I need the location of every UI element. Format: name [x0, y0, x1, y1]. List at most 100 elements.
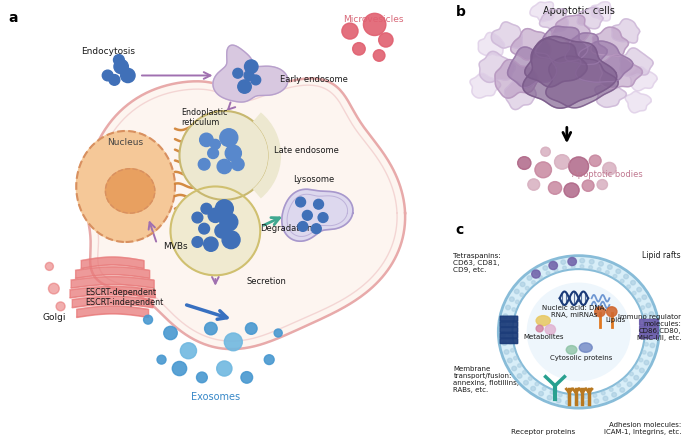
Text: Metabolites: Metabolites: [523, 334, 564, 340]
Text: Golgi: Golgi: [42, 313, 66, 322]
Circle shape: [302, 210, 312, 220]
Circle shape: [238, 80, 251, 93]
Circle shape: [502, 341, 507, 345]
Polygon shape: [625, 91, 651, 113]
Circle shape: [637, 287, 642, 292]
Ellipse shape: [76, 131, 175, 242]
Circle shape: [582, 180, 594, 191]
Text: Receptor proteins: Receptor proteins: [511, 429, 575, 435]
Text: Apoptotic bodies: Apoptotic bodies: [572, 170, 643, 179]
Circle shape: [532, 281, 536, 284]
Circle shape: [314, 199, 323, 209]
Circle shape: [244, 71, 254, 80]
Circle shape: [637, 298, 641, 302]
Circle shape: [251, 75, 261, 85]
Circle shape: [597, 268, 601, 271]
Circle shape: [506, 305, 510, 310]
Circle shape: [509, 341, 512, 344]
Polygon shape: [577, 7, 603, 29]
Circle shape: [640, 368, 644, 373]
Circle shape: [634, 376, 638, 380]
Circle shape: [550, 390, 554, 394]
Circle shape: [535, 162, 551, 178]
Circle shape: [630, 372, 634, 376]
Circle shape: [264, 355, 274, 365]
FancyBboxPatch shape: [500, 333, 518, 338]
Ellipse shape: [566, 345, 577, 354]
Circle shape: [157, 355, 166, 364]
Text: Endoplastic
reticulum: Endoplastic reticulum: [182, 108, 228, 127]
Circle shape: [203, 237, 218, 251]
Circle shape: [510, 349, 514, 352]
Circle shape: [199, 223, 210, 234]
Circle shape: [245, 60, 258, 73]
Circle shape: [512, 269, 645, 395]
Polygon shape: [546, 56, 618, 108]
Polygon shape: [565, 33, 607, 64]
Circle shape: [517, 374, 522, 378]
Circle shape: [512, 308, 516, 311]
Circle shape: [580, 258, 584, 263]
Circle shape: [616, 384, 621, 387]
Circle shape: [508, 324, 512, 328]
Circle shape: [531, 386, 536, 391]
Circle shape: [603, 396, 608, 401]
Circle shape: [208, 148, 219, 159]
Circle shape: [180, 343, 197, 359]
Circle shape: [121, 68, 135, 83]
Circle shape: [514, 357, 517, 360]
Ellipse shape: [105, 169, 155, 213]
FancyBboxPatch shape: [640, 326, 658, 332]
Circle shape: [528, 377, 532, 381]
Circle shape: [545, 325, 556, 335]
Text: c: c: [456, 223, 464, 237]
Circle shape: [218, 136, 226, 144]
Circle shape: [218, 183, 226, 191]
Circle shape: [575, 396, 580, 399]
Text: Secretion: Secretion: [247, 278, 286, 286]
FancyBboxPatch shape: [500, 339, 518, 344]
Circle shape: [171, 186, 260, 275]
Circle shape: [594, 399, 599, 404]
Circle shape: [210, 139, 221, 149]
Circle shape: [601, 391, 605, 395]
Polygon shape: [478, 32, 504, 56]
Polygon shape: [530, 2, 554, 21]
Circle shape: [232, 158, 244, 170]
Polygon shape: [508, 47, 557, 87]
Text: a: a: [8, 11, 18, 25]
Circle shape: [651, 329, 656, 334]
Circle shape: [621, 279, 624, 283]
Text: Degradation: Degradation: [260, 224, 312, 233]
Circle shape: [353, 43, 365, 55]
Circle shape: [543, 387, 546, 390]
Circle shape: [644, 313, 647, 317]
Circle shape: [584, 400, 589, 405]
Polygon shape: [591, 27, 629, 56]
Circle shape: [222, 231, 240, 249]
Polygon shape: [213, 45, 288, 102]
Circle shape: [274, 329, 282, 337]
Circle shape: [603, 163, 616, 175]
Polygon shape: [525, 39, 587, 87]
Circle shape: [562, 266, 566, 270]
Circle shape: [216, 361, 232, 376]
Circle shape: [220, 213, 238, 231]
Circle shape: [635, 365, 638, 369]
Circle shape: [651, 334, 656, 339]
Circle shape: [555, 155, 570, 169]
Text: Lysosome: Lysosome: [293, 175, 335, 184]
Circle shape: [296, 197, 306, 207]
Circle shape: [56, 302, 65, 311]
Circle shape: [648, 352, 652, 357]
Circle shape: [639, 358, 643, 362]
Circle shape: [527, 282, 631, 381]
FancyBboxPatch shape: [640, 333, 658, 339]
Text: Apoptotic cells: Apoptotic cells: [543, 6, 614, 16]
Circle shape: [217, 159, 232, 174]
Circle shape: [379, 33, 393, 47]
Text: Exosomes: Exosomes: [191, 392, 240, 402]
Polygon shape: [495, 59, 538, 98]
Circle shape: [623, 378, 627, 382]
Text: Immuno regulator
molecules:
CD86,CD80,
MHC-I/II, etc.: Immuno regulator molecules: CD86,CD80, M…: [619, 314, 682, 341]
